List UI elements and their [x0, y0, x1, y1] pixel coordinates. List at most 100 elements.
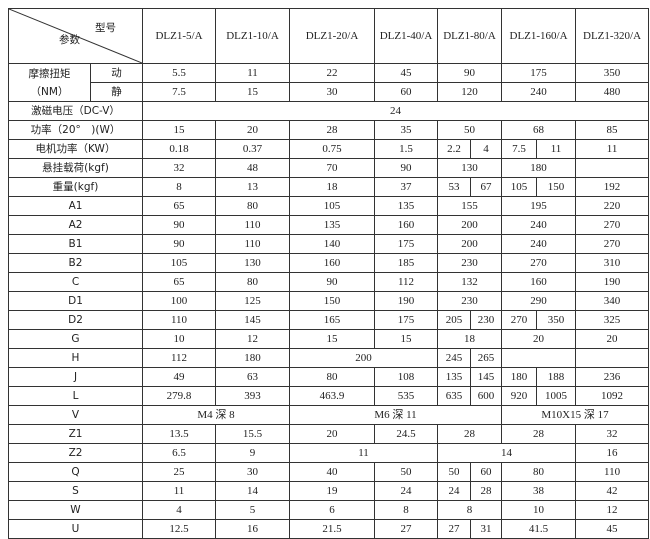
value-cell: 13 — [215, 177, 290, 197]
row-label: J — [8, 367, 143, 387]
value-cell: 635 — [437, 386, 471, 406]
value-cell: 50 — [437, 462, 471, 482]
torque-label-text: 摩擦扭矩 — [28, 67, 71, 80]
value-cell: 28 — [469, 481, 503, 501]
value-cell: 185 — [374, 253, 438, 273]
value-cell: 27 — [437, 519, 471, 539]
table-row: Z2 6.5 9 11 14 16 — [8, 443, 650, 463]
model-header: DLZ1-80/A — [436, 8, 503, 64]
row-label: D1 — [8, 291, 143, 311]
row-label: Z1 — [8, 424, 143, 444]
value-cell: 245 — [437, 348, 471, 368]
value-cell: 10 — [142, 329, 216, 349]
value-cell: 120 — [436, 82, 503, 102]
value-cell: M10X15 深 17 — [501, 405, 650, 425]
value-cell: 18 — [289, 177, 375, 197]
value-cell: 24.5 — [374, 424, 438, 444]
parameter-heading: 参数 — [59, 34, 80, 46]
model-header: DLZ1-10/A — [215, 8, 290, 64]
value-cell: 110 — [215, 215, 290, 235]
torque-static-label: 静 — [90, 82, 143, 102]
value-cell: 265 — [469, 348, 503, 368]
value-cell: 230 — [436, 291, 503, 311]
value-cell: 65 — [142, 196, 216, 216]
value-cell: 135 — [437, 367, 471, 387]
value-cell: 110 — [215, 234, 290, 254]
value-cell: 145 — [215, 310, 290, 330]
table-row: 悬挂载荷(kgf) 32 48 70 90 130 180 — [8, 158, 650, 178]
torque-dynamic-label: 动 — [90, 63, 143, 83]
value-cell: 20 — [575, 329, 650, 349]
table-row: Q 25 30 40 50 50 60 80 110 — [8, 462, 650, 482]
value-cell: 11 — [142, 481, 216, 501]
row-label: 功率（20° )(W） — [8, 120, 143, 140]
value-cell: 16 — [575, 443, 650, 463]
value-cell: 135 — [289, 215, 375, 235]
value-cell: 5.5 — [142, 63, 216, 83]
value-cell: 15 — [215, 82, 290, 102]
value-cell: 160 — [374, 215, 438, 235]
value-cell: 192 — [575, 177, 650, 197]
value-cell: 90 — [289, 272, 375, 292]
header-row: 型号 参数 DLZ1-5/A DLZ1-10/A DLZ1-20/A DLZ1-… — [8, 8, 650, 64]
value-cell: 24 — [374, 481, 438, 501]
row-label: V — [8, 405, 143, 425]
value-cell: 11 — [575, 139, 650, 159]
value-cell: 0.37 — [215, 139, 290, 159]
value-cell: 325 — [575, 310, 650, 330]
value-cell: 90 — [142, 234, 216, 254]
value-cell: 105 — [501, 177, 538, 197]
value-cell: M4 深 8 — [142, 405, 290, 425]
value-cell: 80 — [289, 367, 375, 387]
value-cell: 200 — [436, 234, 503, 254]
value-cell: 5 — [215, 500, 290, 520]
value-cell: 27 — [374, 519, 438, 539]
value-cell: 60 — [374, 82, 438, 102]
row-label: A1 — [8, 196, 143, 216]
value-cell: 230 — [436, 253, 503, 273]
value-cell: 28 — [501, 424, 577, 444]
value-cell: 11 — [215, 63, 290, 83]
row-label: S — [8, 481, 143, 501]
value-cell: 14 — [436, 443, 577, 463]
value-cell: 8 — [142, 177, 216, 197]
value-cell: 480 — [575, 82, 650, 102]
table-row: 激磁电压（DC-V） 24 — [8, 101, 650, 121]
value-cell: 10 — [501, 500, 577, 520]
value-cell: 85 — [575, 120, 650, 140]
value-cell: 80 — [215, 272, 290, 292]
value-cell: 195 — [501, 196, 577, 216]
row-label: A2 — [8, 215, 143, 235]
row-label: Q — [8, 462, 143, 482]
value-cell: 20 — [501, 329, 577, 349]
value-cell: 340 — [575, 291, 650, 311]
torque-label: 摩擦扭矩 （NM） — [8, 63, 91, 102]
value-cell: 12 — [215, 329, 290, 349]
value-cell: 20 — [215, 120, 290, 140]
table-row: A1 65 80 105 135 155 195 220 — [8, 196, 650, 216]
row-label: D2 — [8, 310, 143, 330]
table-row: D1 100 125 150 190 230 290 340 — [8, 291, 650, 311]
value-cell: 45 — [575, 519, 650, 539]
row-label: 激磁电压（DC-V） — [8, 101, 143, 121]
value-cell: 60 — [469, 462, 503, 482]
value-cell: 20 — [289, 424, 375, 444]
value-cell: 270 — [501, 253, 577, 273]
value-cell: 50 — [374, 462, 438, 482]
row-label: L — [8, 386, 143, 406]
value-cell: 50 — [436, 120, 503, 140]
table-row: S 11 14 19 24 24 28 38 42 — [8, 481, 650, 501]
value-cell: M6 深 11 — [288, 405, 503, 425]
value-cell: 1.5 — [374, 139, 438, 159]
value-cell: 37 — [374, 177, 438, 197]
model-header: DLZ1-320/A — [575, 8, 650, 64]
value-cell: 132 — [436, 272, 503, 292]
value-cell: 125 — [215, 291, 290, 311]
diagonal-line — [9, 9, 142, 63]
value-cell: 7.5 — [501, 139, 538, 159]
value-cell: 290 — [501, 291, 577, 311]
value-cell: 600 — [469, 386, 503, 406]
value-cell: 350 — [536, 310, 577, 330]
value-cell: 41.5 — [501, 519, 577, 539]
value-cell: 160 — [501, 272, 577, 292]
